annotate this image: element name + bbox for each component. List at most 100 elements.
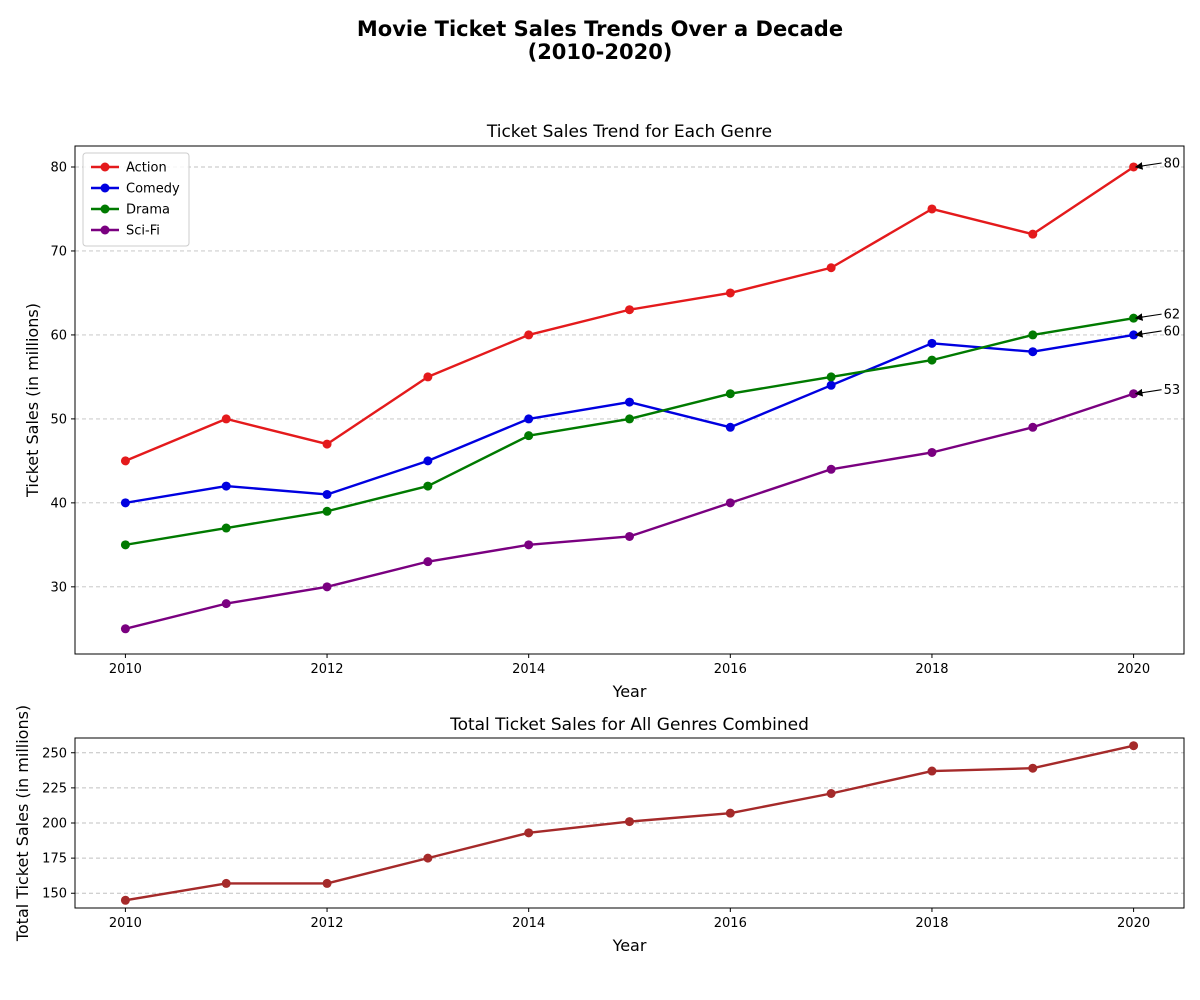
annotation-arrow (1134, 162, 1162, 170)
y-axis-label: Ticket Sales (in millions) (23, 303, 42, 498)
x-tick-label: 2016 (714, 916, 747, 931)
data-point-action (322, 439, 332, 449)
data-point-comedy (826, 380, 836, 390)
data-point-sci-fi (423, 557, 433, 567)
y-tick-label: 60 (50, 328, 67, 343)
data-point-total (120, 895, 130, 905)
legend-label: Comedy (126, 182, 180, 197)
data-point-total (725, 808, 735, 818)
x-axis-label: Year (612, 936, 647, 955)
x-tick-label: 2018 (915, 916, 948, 931)
chart-title: Total Ticket Sales for All Genres Combin… (449, 715, 809, 735)
x-tick-label: 2012 (310, 662, 343, 677)
data-point-action (1028, 229, 1038, 239)
chart-title: Ticket Sales Trend for Each Genre (486, 122, 772, 142)
data-point-action (120, 456, 130, 466)
data-point-total (826, 788, 836, 798)
axes-frame (74, 145, 1185, 655)
y-tick-label: 40 (50, 496, 67, 511)
data-point-comedy (423, 456, 433, 466)
data-point-action (725, 288, 735, 298)
data-point-drama (524, 431, 534, 441)
legend-marker (100, 162, 110, 172)
data-point-drama (221, 523, 231, 533)
data-point-total (625, 817, 634, 827)
data-point-total (1129, 741, 1139, 751)
data-point-total (322, 878, 332, 888)
data-point-sci-fi (1028, 422, 1038, 432)
data-point-drama (322, 506, 332, 516)
data-point-action (927, 204, 937, 214)
legend-label: Action (126, 161, 167, 176)
figure-title-line1: Movie Ticket Sales Trends Over a Decade (357, 17, 843, 41)
data-point-drama (423, 481, 433, 491)
data-point-comedy (927, 338, 937, 348)
data-point-action (524, 330, 534, 340)
y-tick-label: 80 (50, 160, 67, 175)
data-point-sci-fi (927, 447, 937, 457)
y-tick-label: 250 (42, 746, 67, 761)
annotation-label: 53 (1164, 383, 1181, 398)
data-point-sci-fi (524, 540, 534, 550)
data-point-sci-fi (725, 498, 735, 508)
data-point-drama (625, 414, 634, 424)
x-tick-label: 2020 (1117, 916, 1150, 931)
total-sales-chart: 150 175 200 225 250 2010 2012 2014 2016 2018 2020 T… (13, 705, 1185, 955)
data-point-drama (120, 540, 130, 550)
y-tick-label: 225 (42, 781, 67, 796)
data-point-comedy (120, 498, 130, 508)
y-tick-label: 30 (50, 580, 67, 595)
legend-label: Sci-Fi (126, 224, 160, 239)
x-axis-label: Year (612, 682, 647, 701)
y-tick-label: 200 (42, 817, 67, 832)
data-point-comedy (221, 481, 231, 491)
annotation-label: 60 (1164, 324, 1181, 339)
data-point-comedy (725, 422, 735, 432)
y-axis-label: Total Ticket Sales (in millions) (13, 705, 32, 942)
x-tick-label: 2014 (512, 916, 545, 931)
data-point-total (423, 853, 433, 863)
legend: Action Comedy Drama Sci-Fi (82, 152, 190, 247)
data-point-total (1028, 763, 1038, 773)
x-tick-label: 2020 (1117, 662, 1150, 677)
data-point-total (524, 828, 534, 838)
x-tick-label: 2014 (512, 662, 545, 677)
data-point-action (423, 372, 433, 382)
legend-box (82, 152, 190, 247)
data-point-sci-fi (120, 624, 130, 634)
data-point-total (927, 766, 937, 776)
y-tick-label: 150 (42, 887, 67, 902)
data-point-sci-fi (221, 599, 231, 609)
data-point-comedy (625, 397, 634, 407)
annotation-arrow (1134, 388, 1162, 397)
annotation-label: 62 (1164, 308, 1181, 323)
data-point-action (221, 414, 231, 424)
y-tick-label: 70 (50, 244, 67, 259)
genre-trend-chart: 30 40 50 60 70 80 2010 2012 2014 2016 2018 2020 Tick… (23, 122, 1185, 701)
data-point-drama (1028, 330, 1038, 340)
figure-title-line2: (2010-2020) (528, 40, 673, 64)
legend-marker (100, 204, 110, 214)
annotation-arrow (1134, 313, 1162, 321)
data-point-drama (927, 355, 937, 365)
series-line-sci-fi (125, 392, 1134, 630)
data-point-drama (725, 389, 735, 399)
y-tick-label: 175 (42, 852, 67, 867)
data-point-comedy (524, 414, 534, 424)
y-tick-label: 50 (50, 412, 67, 427)
annotation-arrow (1134, 330, 1162, 338)
x-tick-label: 2012 (310, 916, 343, 931)
data-point-drama (826, 372, 836, 382)
x-tick-label: 2010 (109, 662, 142, 677)
data-point-comedy (322, 489, 332, 499)
data-point-sci-fi (322, 582, 332, 592)
legend-marker (100, 183, 110, 193)
legend-label: Drama (126, 203, 170, 218)
data-point-total (221, 878, 231, 888)
data-point-sci-fi (826, 464, 836, 474)
x-tick-label: 2018 (915, 662, 948, 677)
x-tick-label: 2016 (714, 662, 747, 677)
x-tick-label: 2010 (109, 916, 142, 931)
annotation-label: 80 (1164, 156, 1181, 171)
